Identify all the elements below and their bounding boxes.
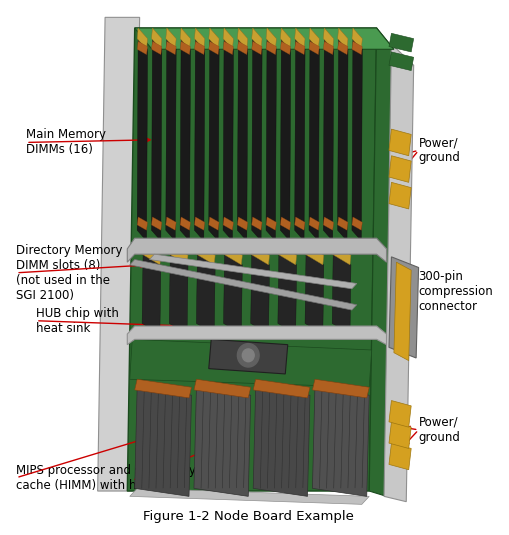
Polygon shape (223, 244, 242, 265)
Polygon shape (165, 28, 176, 49)
Polygon shape (294, 41, 304, 55)
Circle shape (237, 343, 259, 367)
Polygon shape (331, 244, 350, 265)
Text: Directory Memory
DIMM slots (8)
(not used in the
SGI 2100): Directory Memory DIMM slots (8) (not use… (16, 244, 123, 302)
Polygon shape (312, 387, 369, 496)
Polygon shape (252, 379, 309, 398)
Polygon shape (208, 28, 219, 49)
Polygon shape (134, 28, 393, 49)
Polygon shape (169, 244, 188, 265)
Polygon shape (304, 244, 323, 265)
Polygon shape (169, 254, 188, 334)
Polygon shape (180, 41, 190, 55)
Polygon shape (266, 39, 276, 241)
Polygon shape (383, 44, 413, 502)
Polygon shape (193, 379, 250, 398)
Polygon shape (277, 254, 296, 334)
Polygon shape (294, 217, 304, 230)
Polygon shape (388, 156, 410, 182)
Polygon shape (266, 217, 276, 230)
Polygon shape (137, 39, 147, 241)
Polygon shape (280, 41, 290, 55)
Polygon shape (194, 28, 205, 49)
Polygon shape (323, 28, 333, 49)
Polygon shape (323, 39, 333, 241)
Polygon shape (369, 28, 393, 496)
Polygon shape (312, 379, 369, 398)
Polygon shape (208, 41, 219, 55)
Polygon shape (151, 217, 161, 230)
Text: Figure 1-2 Node Board Example: Figure 1-2 Node Board Example (143, 510, 353, 523)
Polygon shape (223, 254, 242, 334)
Polygon shape (308, 39, 319, 241)
Polygon shape (351, 41, 361, 55)
Polygon shape (388, 422, 410, 448)
Polygon shape (388, 401, 410, 427)
Text: 300-pin
compression
connector: 300-pin compression connector (418, 270, 492, 313)
Polygon shape (222, 41, 233, 55)
Polygon shape (208, 339, 287, 374)
Polygon shape (388, 443, 410, 470)
Polygon shape (180, 217, 190, 230)
Polygon shape (127, 28, 376, 491)
Polygon shape (308, 28, 319, 49)
Polygon shape (127, 238, 386, 262)
Polygon shape (388, 182, 410, 209)
Polygon shape (194, 217, 205, 230)
Polygon shape (142, 254, 160, 334)
Polygon shape (151, 39, 161, 241)
Polygon shape (393, 262, 410, 361)
Polygon shape (129, 488, 369, 505)
Polygon shape (165, 217, 176, 230)
Polygon shape (351, 39, 361, 241)
Polygon shape (149, 254, 356, 289)
Polygon shape (252, 387, 309, 496)
Polygon shape (137, 28, 147, 49)
Polygon shape (180, 39, 190, 241)
Polygon shape (388, 52, 413, 71)
Polygon shape (222, 217, 233, 230)
Polygon shape (337, 28, 347, 49)
Polygon shape (196, 244, 215, 265)
Polygon shape (98, 17, 139, 491)
Polygon shape (129, 339, 371, 387)
Polygon shape (250, 244, 269, 265)
Polygon shape (194, 41, 205, 55)
Polygon shape (294, 39, 304, 241)
Text: MIPS processor and secondary
cache (HIMM) with heat sink: MIPS processor and secondary cache (HIMM… (16, 464, 195, 492)
Polygon shape (251, 28, 262, 49)
Polygon shape (337, 41, 347, 55)
Text: Main Memory
DIMMs (16): Main Memory DIMMs (16) (26, 128, 106, 156)
Text: Power/
ground: Power/ ground (418, 416, 460, 444)
Polygon shape (134, 379, 191, 398)
Polygon shape (280, 217, 290, 230)
Polygon shape (137, 41, 147, 55)
Polygon shape (351, 217, 361, 230)
Polygon shape (277, 244, 296, 265)
Polygon shape (308, 41, 319, 55)
Polygon shape (251, 39, 262, 241)
Polygon shape (237, 217, 247, 230)
Polygon shape (250, 254, 269, 334)
Polygon shape (237, 39, 247, 241)
Polygon shape (165, 41, 176, 55)
Polygon shape (222, 39, 233, 241)
Polygon shape (142, 244, 160, 265)
Polygon shape (351, 28, 361, 49)
Polygon shape (165, 39, 176, 241)
Polygon shape (151, 28, 161, 49)
Polygon shape (137, 217, 147, 230)
Polygon shape (388, 33, 413, 52)
Polygon shape (208, 39, 219, 241)
Polygon shape (280, 28, 290, 49)
Polygon shape (151, 41, 161, 55)
Polygon shape (193, 387, 250, 496)
Polygon shape (294, 28, 304, 49)
Polygon shape (337, 39, 347, 241)
Polygon shape (337, 217, 347, 230)
Polygon shape (388, 257, 418, 358)
Polygon shape (331, 254, 350, 334)
Polygon shape (323, 41, 333, 55)
Polygon shape (304, 254, 323, 334)
Polygon shape (222, 28, 233, 49)
